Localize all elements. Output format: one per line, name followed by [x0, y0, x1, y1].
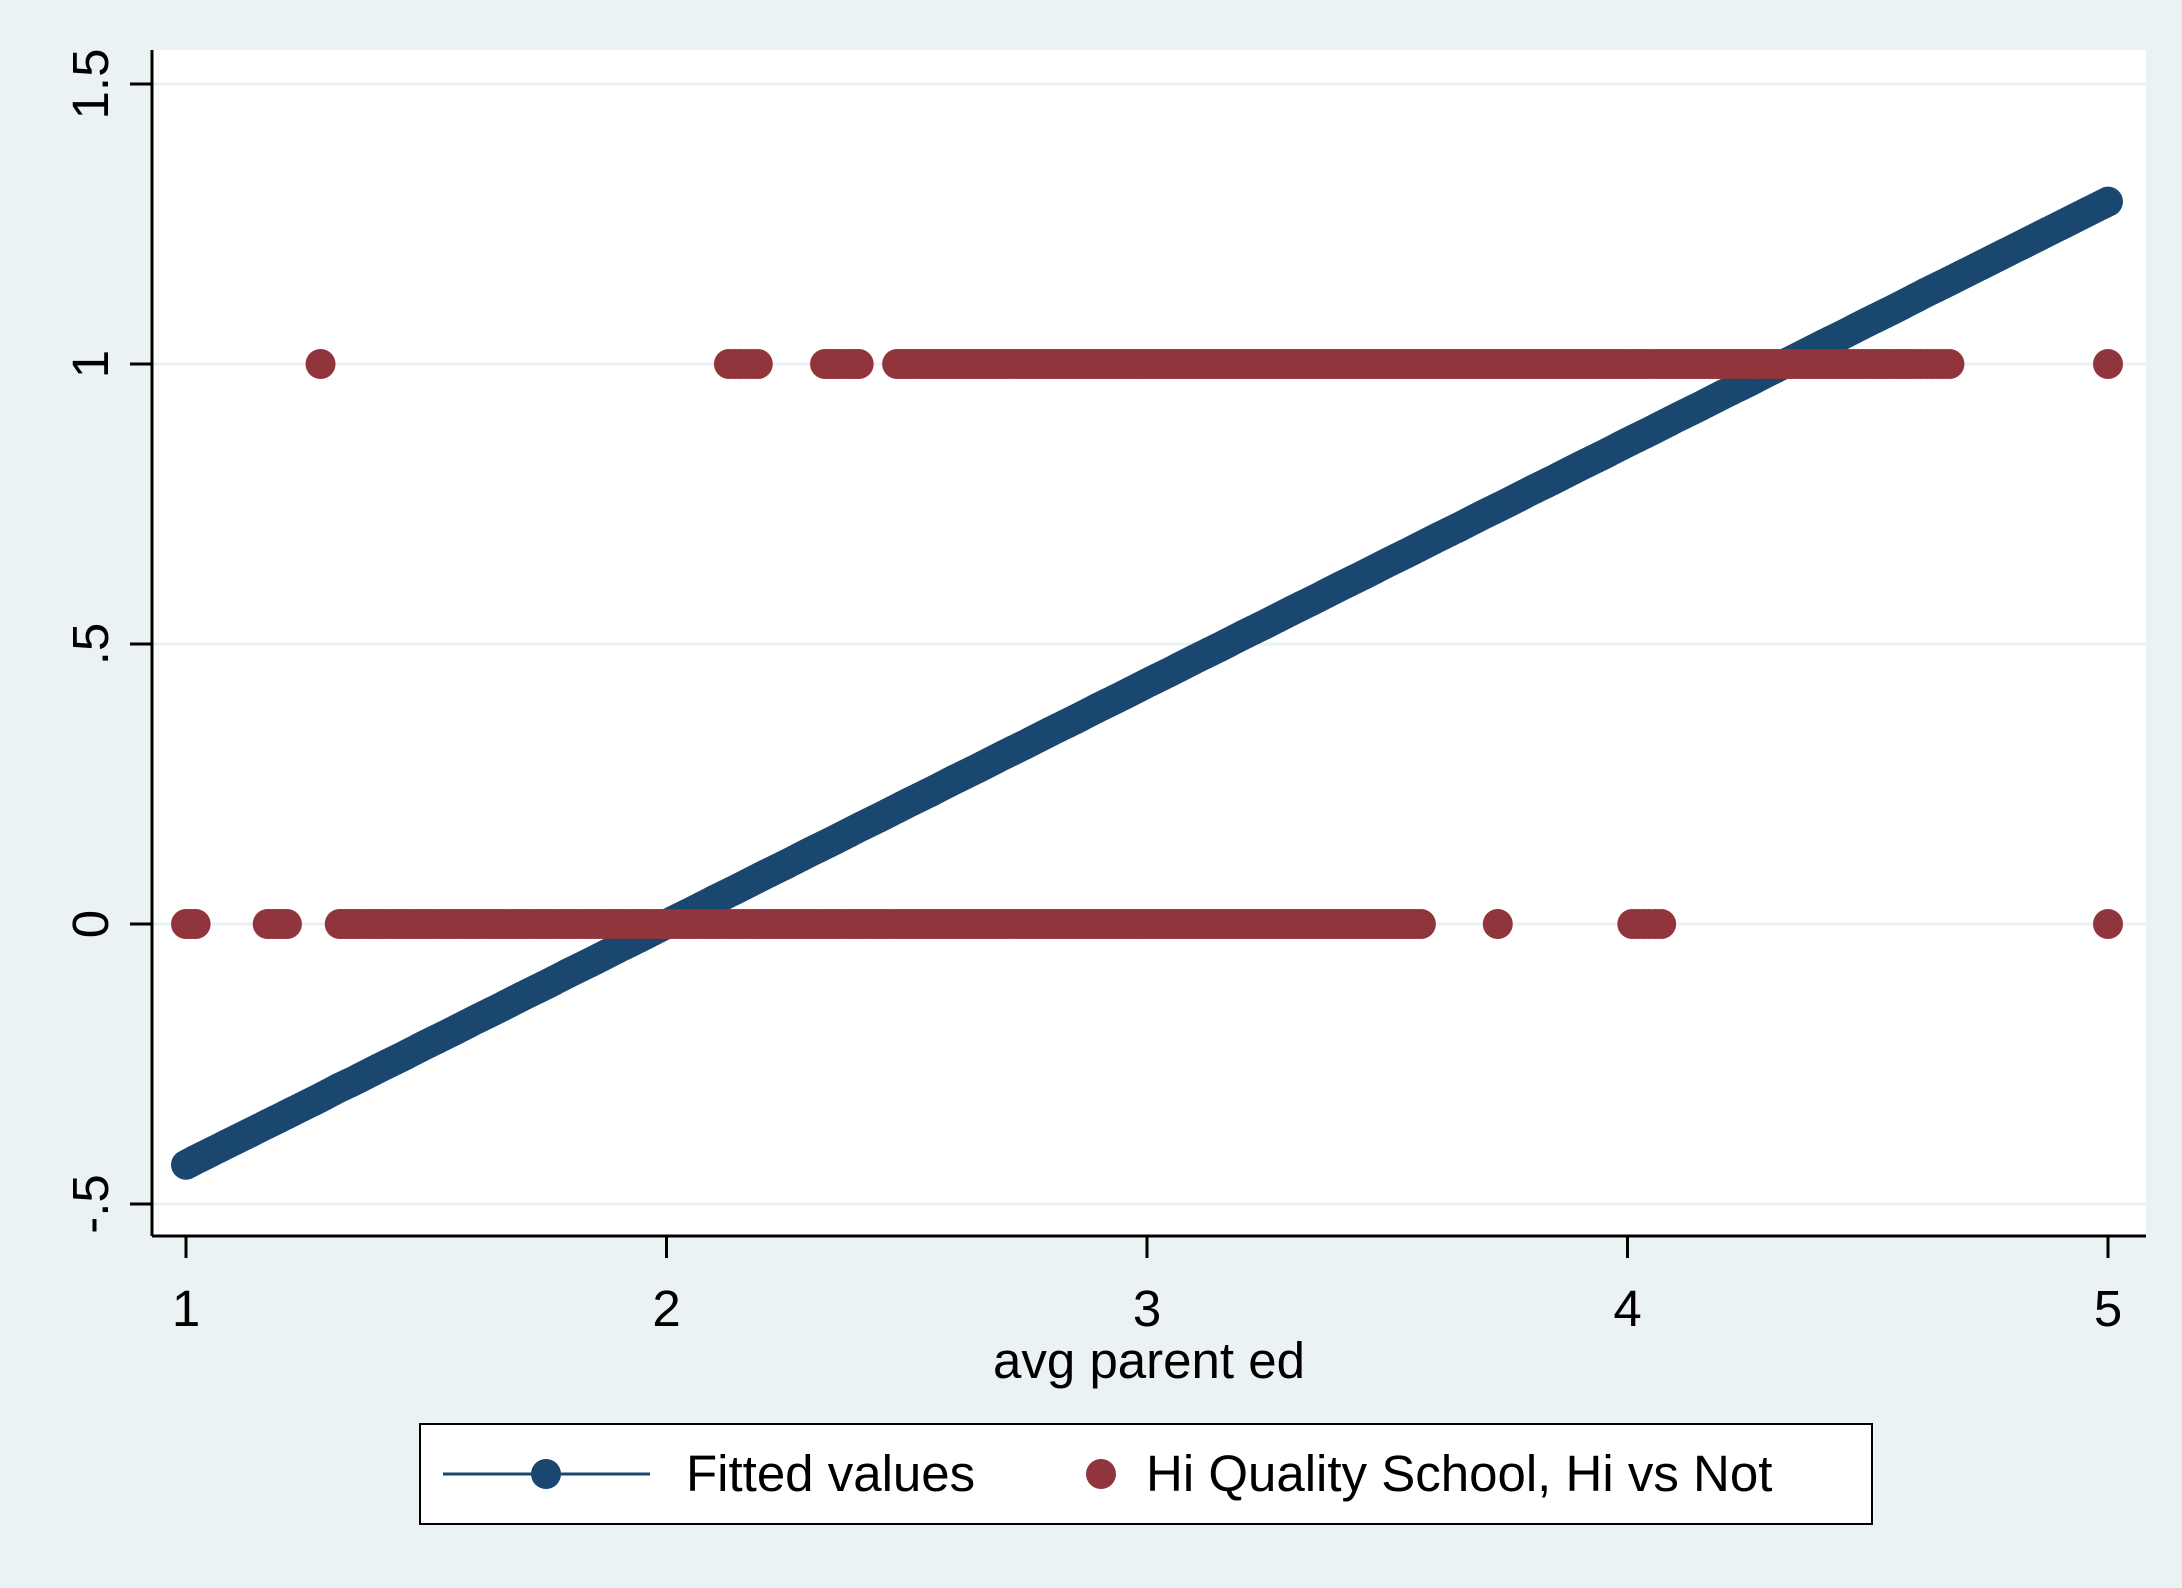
axes: -.5 0 .5 1 1.5 1 2 3 4 5 [62, 49, 2146, 1337]
x-tick-label-0: 1 [172, 1280, 200, 1337]
y-tick-label-0: -.5 [62, 1174, 119, 1234]
legend-fitted-marker-swatch [531, 1459, 561, 1489]
observed-point-fill [737, 349, 768, 379]
observed-point-fill [175, 909, 206, 939]
x-tick-label-4: 5 [2094, 1280, 2122, 1337]
legend-label-fitted-values: Fitted values [686, 1445, 975, 1502]
observed-point-fill [1928, 349, 1959, 379]
observed-point-106 [2093, 909, 2123, 939]
x-tick-label-3: 4 [1613, 1280, 1641, 1337]
y-tick-label-1: 0 [62, 910, 119, 938]
x-tick-label-2: 3 [1133, 1280, 1161, 1337]
observed-point-0 [305, 349, 336, 379]
legend-label-hi-quality-school: Hi Quality School, Hi vs Not [1146, 1445, 1772, 1502]
x-axis-title: avg parent ed [993, 1332, 1305, 1389]
x-tick-label-1: 2 [652, 1280, 680, 1337]
observed-point-fill [838, 349, 869, 379]
y-tick-label-4: 1.5 [62, 49, 119, 120]
y-tick-label-3: 1 [62, 350, 119, 378]
observed-point-103 [1482, 909, 1513, 939]
series-hi-quality-school [171, 349, 2123, 939]
observed-point-fill [267, 909, 298, 939]
legend: Fitted values Hi Quality School, Hi vs N… [419, 1423, 1873, 1525]
legend-observed-marker-swatch [1086, 1459, 1116, 1489]
observed-point-fill [1401, 909, 1432, 939]
y-tick-label-2: .5 [62, 623, 119, 666]
legend-box [419, 1423, 1873, 1525]
observed-point-fill [1640, 909, 1671, 939]
observed-point-51 [2093, 349, 2123, 379]
series-fitted-values [171, 186, 2123, 1180]
